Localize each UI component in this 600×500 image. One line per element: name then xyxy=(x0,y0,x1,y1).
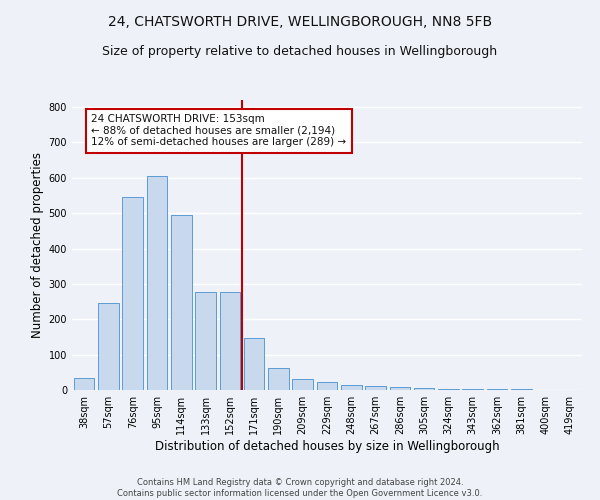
Bar xyxy=(220,292,240,390)
Bar xyxy=(292,379,313,390)
Text: Contains HM Land Registry data © Crown copyright and database right 2024.
Contai: Contains HM Land Registry data © Crown c… xyxy=(118,478,482,498)
Bar xyxy=(74,378,94,390)
Bar xyxy=(195,292,216,390)
Bar xyxy=(146,176,167,390)
Bar xyxy=(98,302,119,390)
Bar xyxy=(414,388,434,390)
Text: Size of property relative to detached houses in Wellingborough: Size of property relative to detached ho… xyxy=(103,45,497,58)
Bar xyxy=(317,382,337,390)
Bar xyxy=(341,386,362,390)
Bar xyxy=(463,389,483,390)
X-axis label: Distribution of detached houses by size in Wellingborough: Distribution of detached houses by size … xyxy=(155,440,499,453)
Bar xyxy=(268,368,289,390)
Text: 24, CHATSWORTH DRIVE, WELLINGBOROUGH, NN8 5FB: 24, CHATSWORTH DRIVE, WELLINGBOROUGH, NN… xyxy=(108,15,492,29)
Bar xyxy=(438,388,459,390)
Bar xyxy=(171,216,191,390)
Bar xyxy=(122,196,143,390)
Y-axis label: Number of detached properties: Number of detached properties xyxy=(31,152,44,338)
Bar xyxy=(389,387,410,390)
Bar xyxy=(365,386,386,390)
Text: 24 CHATSWORTH DRIVE: 153sqm
← 88% of detached houses are smaller (2,194)
12% of : 24 CHATSWORTH DRIVE: 153sqm ← 88% of det… xyxy=(91,114,347,148)
Bar xyxy=(244,338,265,390)
